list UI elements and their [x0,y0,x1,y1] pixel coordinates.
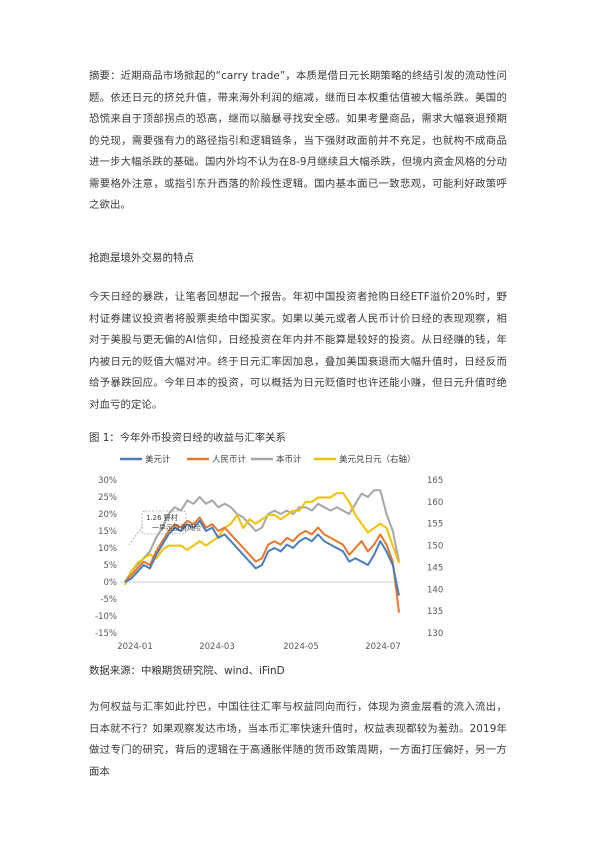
body-paragraph-2: 为何权益与汇率如此拧巴，中国往往汇率与权益同向而行，体现为资金层看的流入流出，日… [89,701,507,778]
y-right-tick-label: 130 [427,629,443,639]
y-left-tick-label: -15% [95,629,117,639]
abstract-paragraph: 摘要：近期商品市场掀起的“carry trade”，本质是借日元长期策略的终结引… [89,70,507,211]
y-left-tick-label: 10% [98,544,117,554]
series-line-usd [124,519,400,596]
body-paragraph-1: 今天日经的暴跌，让笔者回想起一个报告。年初中国投资者抢购日经ETF溢价20%时，… [89,291,507,411]
series-line-usdjpy [124,492,400,586]
figure-title: 图 1：今年外币投资日经的收益与汇率关系 [89,432,286,444]
y-left-tick-label: 30% [98,476,117,486]
y-right-tick-label: 135 [427,607,443,617]
series-line-local [124,489,400,583]
section-heading: 抢跑是境外交易的特点 [89,252,194,264]
legend-label: 美元计 [145,454,171,465]
series-line-cny [124,516,400,613]
y-right-tick-label: 155 [427,520,443,530]
y-left-tick-label: -10% [95,612,117,622]
annotation-pointer [128,526,143,546]
y-left-tick-label: 15% [98,527,117,537]
y-left-tick-label: 0% [104,578,118,588]
line-chart: 30% 25% 20% 15% 10% 5% 0% -5% -10% -15% 165 160 155 1… [95,454,443,652]
y-right-tick-label: 165 [427,476,443,486]
legend-label: 美元兑日元（右轴） [339,454,416,465]
y-right-tick-label: 150 [427,542,443,552]
y-right-tick-label: 160 [427,498,443,508]
figure-source: 数据来源：中粮期货研究院、wind、iFinD [89,665,285,677]
x-tick-label: 2024-07 [365,642,401,652]
legend-label: 本币计 [276,454,302,465]
y-left-tick-label: 5% [104,561,118,571]
y-left-tick-label: -5% [100,595,117,605]
x-tick-label: 2024-01 [117,642,153,652]
y-right-tick-label: 140 [427,585,443,595]
y-left-tick-label: 20% [98,510,117,520]
annotation-text: 一早示投资风险 [152,523,201,532]
x-tick-label: 2024-05 [283,642,319,652]
annotation-box [141,510,187,535]
legend-label: 人民币计 [212,454,247,465]
y-left-tick-label: 25% [98,493,117,503]
annotation-text: 1.26 野村 [146,513,178,522]
x-tick-label: 2024-03 [199,642,235,652]
y-right-tick-label: 145 [427,563,443,573]
